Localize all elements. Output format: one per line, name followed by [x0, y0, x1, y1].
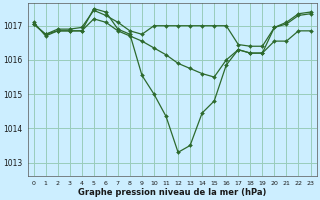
- X-axis label: Graphe pression niveau de la mer (hPa): Graphe pression niveau de la mer (hPa): [78, 188, 266, 197]
